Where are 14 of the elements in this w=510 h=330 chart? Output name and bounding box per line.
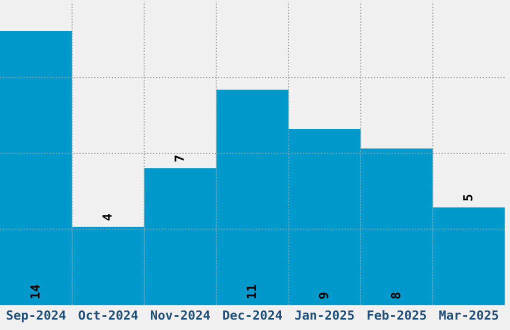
x-tick-label: Nov-2024 [150, 310, 210, 320]
data-label: 7 [174, 156, 184, 162]
data-label: 9 [318, 292, 328, 299]
x-tick-label: Mar-2025 [439, 310, 498, 320]
data-label: 5 [463, 194, 472, 201]
data-label: 11 [246, 284, 256, 298]
data-label: 14 [30, 284, 40, 298]
x-tick-label: Jan-2025 [295, 310, 354, 320]
x-tick-label: Sep-2024 [6, 310, 66, 322]
data-label: 8 [390, 292, 400, 299]
x-tick-label: Dec-2024 [223, 310, 282, 320]
x-tick-label: Oct-2024 [78, 310, 138, 320]
x-tick-label: Feb-2025 [368, 310, 426, 320]
data-label: 4 [102, 214, 112, 220]
